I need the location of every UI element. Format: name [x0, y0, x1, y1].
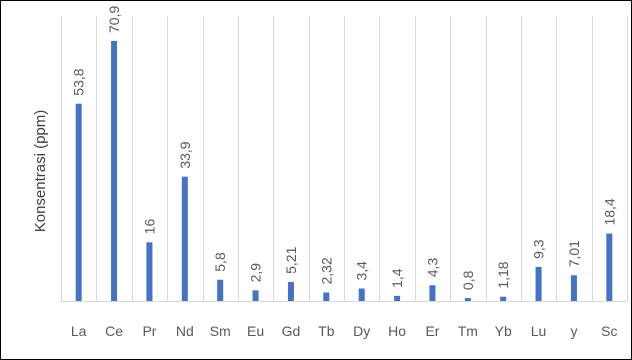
data-label: 70,9 — [106, 6, 122, 33]
bar-dy — [358, 288, 365, 301]
x-tick-label: Sc — [601, 323, 617, 339]
bar-pr — [146, 242, 153, 301]
bar-tm — [464, 298, 471, 301]
grid-layer — [61, 16, 628, 302]
x-tick-label: Dy — [353, 323, 370, 339]
bar-ce — [111, 41, 118, 301]
bar-lu — [535, 266, 542, 301]
bar-sc — [606, 233, 613, 301]
bar-er — [429, 285, 436, 301]
x-tick-label: Yb — [495, 323, 512, 339]
data-label: 0,8 — [460, 270, 476, 290]
data-label: 9,3 — [531, 239, 547, 259]
data-label: 1,18 — [495, 261, 511, 288]
x-tick-layer: La Ce Pr Nd Sm Eu Gd Tb Dy Ho Er Tm Yb Lu y Sc — [71, 323, 618, 339]
data-label: 33,9 — [177, 141, 193, 168]
x-tick-label: La — [71, 323, 87, 339]
bar-sm — [217, 279, 224, 301]
y-axis-title: Konsentrasi (ppm) — [32, 110, 49, 233]
bar-nd — [181, 176, 188, 301]
x-tick-label: Eu — [247, 323, 264, 339]
x-tick-label: y — [570, 323, 577, 339]
x-tick-label: Nd — [176, 323, 194, 339]
data-label: 5,21 — [283, 246, 299, 273]
data-label: 53,8 — [71, 68, 87, 95]
x-tick-label: Sm — [210, 323, 231, 339]
x-tick-label: Ho — [388, 323, 406, 339]
bar-layer — [75, 41, 613, 301]
data-label: 2,32 — [318, 257, 334, 284]
x-tick-label: Pr — [142, 323, 156, 339]
data-label-layer: 53,8 70,9 16 33,9 5,8 2,9 5,21 2,32 3,4 1,4 4,3 0,8… — [71, 6, 618, 291]
bar-la — [75, 103, 82, 301]
data-label: 4,3 — [424, 258, 440, 278]
x-tick-label: Tb — [318, 323, 335, 339]
bar-y — [570, 275, 577, 301]
bar-gd — [287, 281, 294, 301]
bar-tb — [323, 292, 330, 301]
data-label: 3,4 — [354, 261, 370, 281]
data-label: 5,8 — [212, 252, 228, 272]
data-label: 18,4 — [601, 198, 617, 225]
bar-yb — [500, 296, 507, 301]
data-label: 1,4 — [389, 268, 405, 288]
bar-eu — [252, 290, 259, 301]
x-tick-label: Gd — [282, 323, 301, 339]
data-label: 16 — [141, 219, 157, 235]
data-label: 2,9 — [248, 263, 264, 283]
bar-ho — [394, 295, 401, 301]
x-tick-label: Er — [425, 323, 439, 339]
x-tick-label: Ce — [105, 323, 123, 339]
x-tick-label: Tm — [458, 323, 478, 339]
x-tick-label: Lu — [531, 323, 547, 339]
data-label: 7,01 — [566, 240, 582, 267]
